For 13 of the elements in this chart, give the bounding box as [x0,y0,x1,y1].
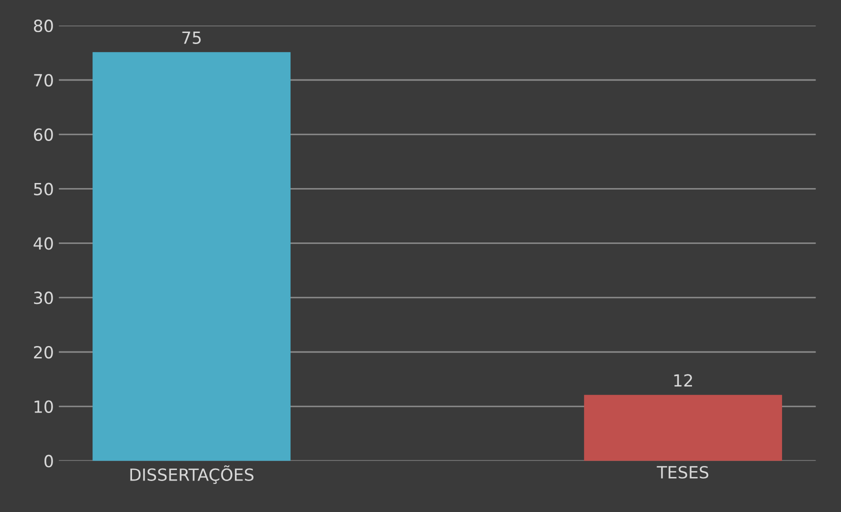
y-tick-label: 30 [34,292,53,304]
data-label: 12 [674,374,692,386]
y-tick-label: 60 [34,128,53,141]
y-tick-label: 80 [34,20,53,32]
y-tick-label: 20 [34,346,53,359]
y-tick-label: 0 [44,454,53,468]
y-tick-label: 50 [34,182,53,196]
y-tick-label: 40 [34,237,53,250]
data-label: 75 [182,32,201,44]
y-tick-label: 10 [34,400,53,413]
y-tick-label: 70 [34,74,53,87]
x-tick-label: DISSERTAÇÕES [130,465,254,484]
x-tick-label: TESES [656,466,708,479]
